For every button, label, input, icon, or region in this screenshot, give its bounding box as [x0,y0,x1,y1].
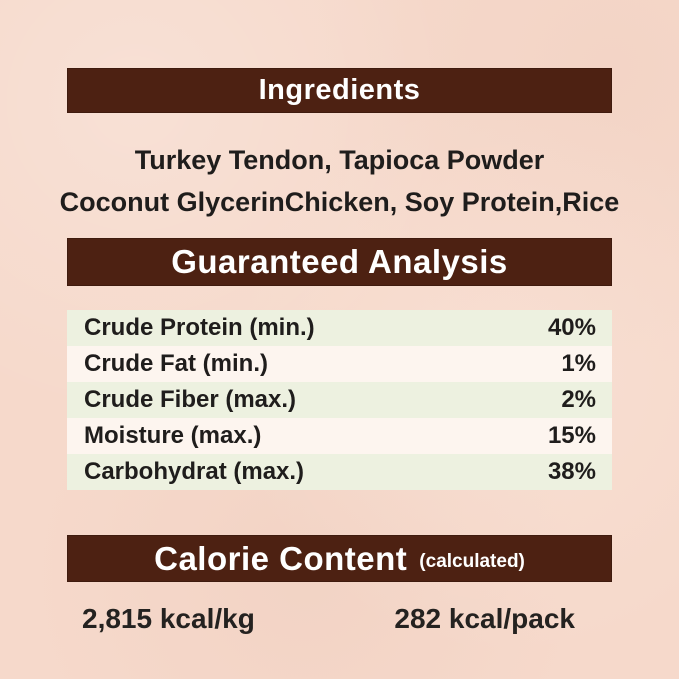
nutrient-value: 2% [561,386,596,413]
analysis-row-moisture: Moisture (max.) 15% [67,418,612,454]
calorie-content-subtitle: (calculated) [419,550,525,572]
nutrient-name: Moisture (max.) [84,422,262,449]
calorie-content-title: Calorie Content [154,539,408,577]
ingredients-list: Turkey Tendon, Tapioca Powder Coconut Gl… [0,139,679,223]
analysis-row-crude-fat: Crude Fat (min.) 1% [67,346,612,382]
guaranteed-analysis-table: Crude Protein (min.) 40% Crude Fat (min.… [67,310,612,490]
nutrient-name: Carbohydrat (max.) [84,458,305,485]
ingredients-title: Ingredients [258,74,421,106]
ingredients-header-bar: Ingredients [67,68,612,113]
nutrient-name: Crude Fat (min.) [84,350,268,377]
analysis-row-carbohydrate: Carbohydrat (max.) 38% [67,454,612,490]
calorie-content-header-bar: Calorie Content (calculated) [67,535,612,582]
guaranteed-analysis-title: Guaranteed Analysis [171,243,508,280]
ingredients-line-1: Turkey Tendon, Tapioca Powder [134,145,545,175]
analysis-row-crude-fiber: Crude Fiber (max.) 2% [67,382,612,418]
nutrient-value: 15% [547,422,596,449]
nutrient-name: Crude Protein (min.) [84,314,315,341]
nutrient-value: 38% [547,458,596,485]
nutrient-value: 1% [561,350,596,377]
ingredients-line-2: Coconut GlycerinChicken, Soy Protein,Ric… [59,187,620,217]
calorie-values-row: 2,815 kcal/kg 282 kcal/pack [67,603,612,635]
analysis-row-crude-protein: Crude Protein (min.) 40% [67,310,612,346]
nutrient-value: 40% [547,314,596,341]
calories-per-kg: 2,815 kcal/kg [82,603,255,634]
calories-per-pack: 282 kcal/pack [394,603,575,634]
guaranteed-analysis-header-bar: Guaranteed Analysis [67,238,612,286]
nutrient-name: Crude Fiber (max.) [84,386,297,413]
